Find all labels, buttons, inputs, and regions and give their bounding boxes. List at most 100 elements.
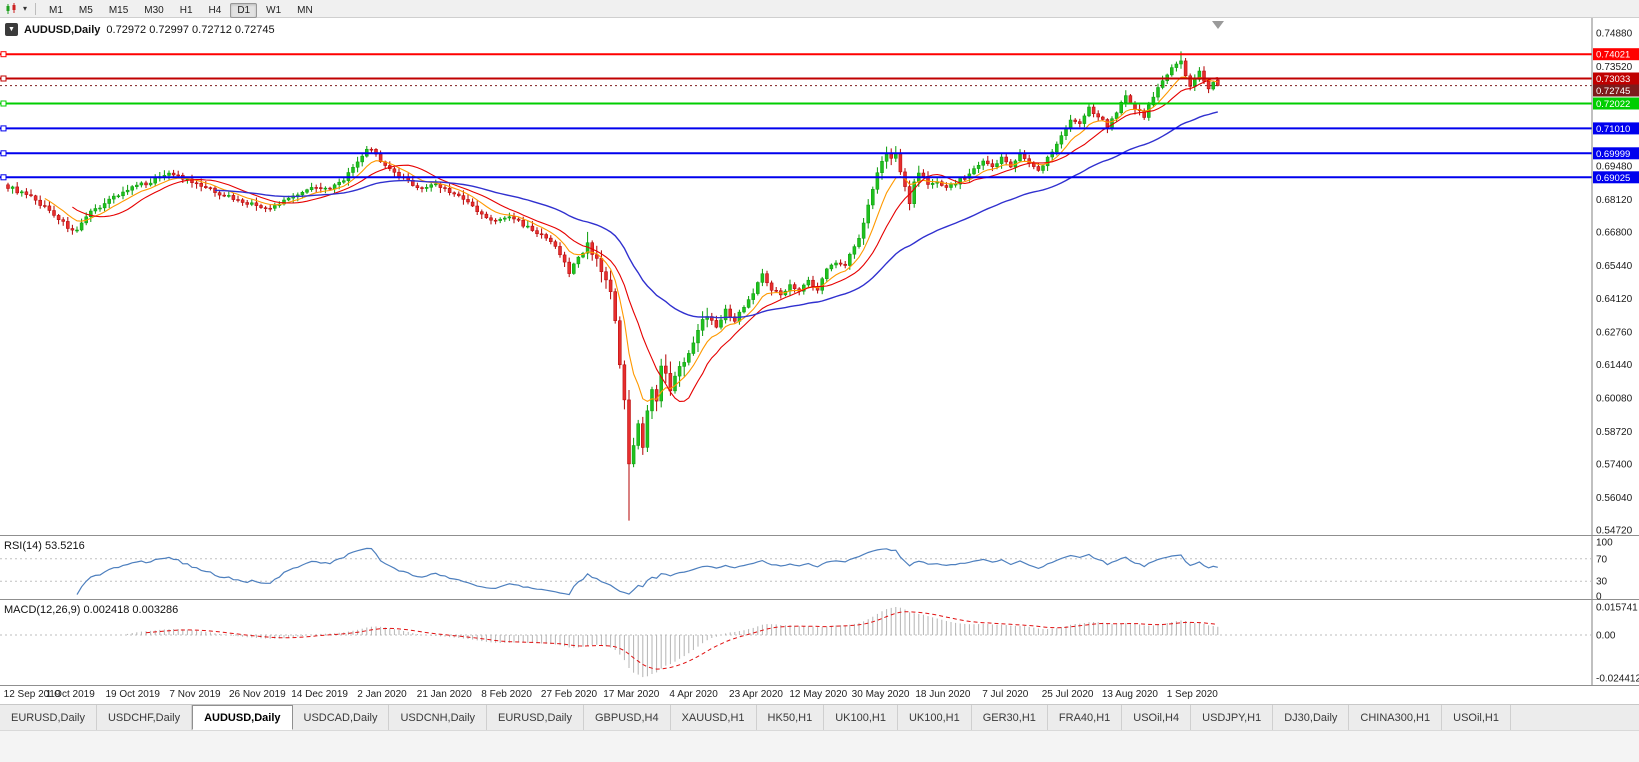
- timeframe-button-w1[interactable]: W1: [266, 4, 282, 16]
- chart-pane[interactable]: 0.74021 0.73033 0.72745 0.72022 0.71010 0.699…: [0, 18, 1639, 702]
- rsi-pane: 100 70 30 0 RSI(14) 53.5216: [0, 538, 1613, 603]
- hline-price-label-0.72022: 0.72022: [1593, 97, 1639, 110]
- horizontal-line-0.74021[interactable]: [0, 51, 1592, 58]
- status-bar: [0, 730, 1639, 762]
- timeframe-button-h1[interactable]: H1: [179, 4, 193, 16]
- horizontal-line-0.71010[interactable]: [0, 125, 1592, 132]
- macd-axis-label-0.00: 0.00: [1596, 631, 1616, 642]
- chart-tab-usdjpy-h1[interactable]: USDJPY,H1: [1191, 705, 1274, 730]
- macd-axis-label--0.024412: -0.024412: [1596, 674, 1639, 685]
- chart-tab-usoil-h1[interactable]: USOil,H1: [1442, 705, 1511, 730]
- timeframe-button-m30[interactable]: M30: [144, 4, 164, 16]
- hline-price-label-0.71010: 0.71010: [1593, 122, 1639, 135]
- macd-axis-label-0.015741: 0.015741: [1596, 603, 1638, 614]
- chart-tab-dj30-daily[interactable]: DJ30,Daily: [1273, 705, 1350, 730]
- price-axis-tick: 0.69480: [1596, 162, 1633, 173]
- line-drag-handle[interactable]: [0, 100, 7, 107]
- chart-tab-eurusd-daily[interactable]: EURUSD,Daily: [487, 705, 584, 730]
- chart-shift-marker[interactable]: [1212, 21, 1224, 29]
- date-axis-label: 1 Sep 2020: [1167, 689, 1219, 700]
- timeframe-buttons-group: M1 M5 M15 M30 H1 H4 D1 W1 MN: [41, 0, 321, 18]
- chart-tab-uk100-h1[interactable]: UK100,H1: [897, 705, 972, 730]
- chart-tab-xauusd-h1[interactable]: XAUUSD,H1: [670, 705, 757, 730]
- date-axis-label: 18 Jun 2020: [915, 689, 970, 700]
- rsi-axis-label-70: 70: [1596, 554, 1608, 565]
- date-axis-label: 8 Feb 2020: [481, 689, 532, 700]
- chart-tab-hk50-h1[interactable]: HK50,H1: [756, 705, 825, 730]
- chart-tab-uk100-h1[interactable]: UK100,H1: [824, 705, 898, 730]
- moving-average-slow-line: [214, 111, 1218, 319]
- chart-tab-audusd-daily[interactable]: AUDUSD,Daily: [192, 705, 293, 730]
- chart-tab-usdcnh-daily[interactable]: USDCNH,Daily: [389, 705, 488, 730]
- line-drag-handle[interactable]: [0, 125, 7, 132]
- price-axis-tick: 0.56040: [1596, 493, 1633, 504]
- hline-price-label-0.69999: 0.69999: [1593, 147, 1639, 160]
- rsi-line: [76, 547, 1218, 596]
- chart-tab-ger30-h1[interactable]: GER30,H1: [971, 705, 1048, 730]
- price-axis-tick: 0.60080: [1596, 393, 1633, 404]
- candles-layer: [6, 51, 1220, 521]
- svg-text:0.73033: 0.73033: [1596, 74, 1630, 85]
- timeframe-button-m1[interactable]: M1: [49, 4, 63, 16]
- horizontal-lines-layer: [0, 51, 1592, 181]
- chart-tab-fra40-h1[interactable]: FRA40,H1: [1047, 705, 1123, 730]
- horizontal-line-0.69025[interactable]: [0, 174, 1592, 181]
- macd-indicator-label: MACD(12,26,9) 0.002418 0.003286: [4, 604, 178, 616]
- line-drag-handle[interactable]: [0, 174, 7, 181]
- price-axis-tick: 0.65440: [1596, 261, 1633, 272]
- hline-price-label-0.74021: 0.74021: [1593, 48, 1639, 61]
- chart-tab-china300-h1[interactable]: CHINA300,H1: [1349, 705, 1443, 730]
- price-axis-tick: 0.73520: [1596, 62, 1633, 73]
- chart-tab-usoil-h4[interactable]: USOil,H4: [1122, 705, 1192, 730]
- moving-average-medium-line: [72, 77, 1218, 402]
- chevron-down-icon: ▾: [23, 3, 28, 13]
- timeframe-button-m15[interactable]: M15: [108, 4, 129, 16]
- chart-tab-gbpusd-h4[interactable]: GBPUSD,H4: [584, 705, 671, 730]
- chart-type-button[interactable]: ▾: [3, 2, 30, 16]
- chart-title: ▼ AUDUSD,Daily 0.72972 0.72997 0.72712 0…: [5, 23, 275, 36]
- price-axis-tick: 0.57400: [1596, 459, 1633, 470]
- rsi-axis-label-0: 0: [1596, 592, 1602, 603]
- price-axis-tick: 0.64120: [1596, 294, 1633, 305]
- timeframe-button-mn[interactable]: MN: [297, 4, 313, 16]
- svg-text:0.72022: 0.72022: [1596, 99, 1630, 110]
- timeframe-button-m5[interactable]: M5: [78, 4, 93, 16]
- price-axis-tick: 0.66800: [1596, 228, 1633, 239]
- horizontal-line-0.69999[interactable]: [0, 150, 1592, 157]
- svg-text:0.72745: 0.72745: [1596, 86, 1630, 97]
- chart-tab-eurusd-daily[interactable]: EURUSD,Daily: [0, 705, 97, 730]
- price-axis-tick: 0.58720: [1596, 427, 1633, 438]
- date-axis-label: 19 Oct 2019: [105, 689, 160, 700]
- date-axis-label: 17 Mar 2020: [603, 689, 660, 700]
- timeframe-button-d1[interactable]: D1: [230, 2, 258, 18]
- quick-trade-toggle[interactable]: ▼: [5, 23, 18, 36]
- bid-price-label: 0.72745: [1593, 84, 1639, 97]
- price-axis-tick: 0.61440: [1596, 360, 1633, 371]
- date-axis-label: 27 Feb 2020: [541, 689, 598, 700]
- rsi-axis-label-30: 30: [1596, 577, 1608, 588]
- date-axis-label: 25 Jul 2020: [1042, 689, 1094, 700]
- timeframe-button-h4[interactable]: H4: [208, 4, 222, 16]
- price-axis-tick: 0.68120: [1596, 195, 1633, 206]
- line-drag-handle[interactable]: [0, 51, 7, 58]
- chart-tab-usdcad-daily[interactable]: USDCAD,Daily: [292, 705, 390, 730]
- rsi-axis-label-100: 100: [1596, 538, 1613, 549]
- date-axis-label: 14 Dec 2019: [291, 689, 348, 700]
- chart-tab-usdchf-daily[interactable]: USDCHF,Daily: [96, 705, 193, 730]
- rsi-indicator-label: RSI(14) 53.5216: [4, 540, 85, 552]
- timeframes-toolbar: ▾ M1 M5 M15 M30 H1 H4 D1 W1 MN: [0, 0, 1639, 18]
- moving-average-fast-line: [44, 76, 1218, 403]
- date-axis-label: 12 Sep 2019: [4, 689, 61, 700]
- line-drag-handle[interactable]: [0, 150, 7, 157]
- svg-text:0.69025: 0.69025: [1596, 173, 1630, 184]
- date-axis-label: 21 Jan 2020: [417, 689, 472, 700]
- svg-text:0.74021: 0.74021: [1596, 50, 1630, 61]
- price-axis-tick: 0.74880: [1596, 29, 1633, 40]
- price-axis-tick: 0.54720: [1596, 526, 1633, 537]
- horizontal-line-0.72022[interactable]: [0, 100, 1592, 107]
- line-drag-handle[interactable]: [0, 75, 7, 82]
- macd-signal-line: [145, 611, 1218, 670]
- horizontal-line-0.73033[interactable]: [0, 75, 1592, 82]
